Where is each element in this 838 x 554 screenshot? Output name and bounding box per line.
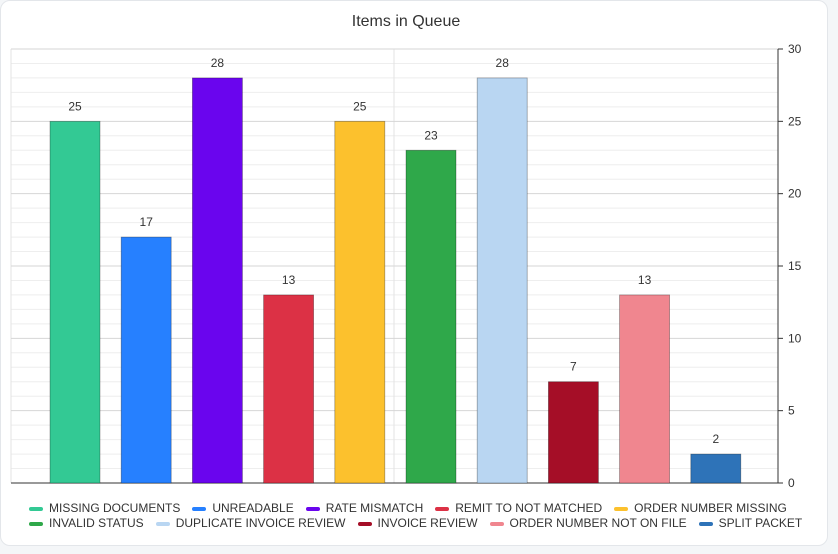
chart-card: Items in Queue 0 5 10 15 20 25 30 25 17 28 13 25 23 2… (0, 0, 828, 546)
y-tick-label: 10 (788, 331, 802, 345)
legend-label: RATE MISMATCH (325, 501, 424, 515)
legend-item[interactable]: INVOICE REVIEW (357, 516, 478, 531)
data-label: 25 (68, 99, 82, 113)
bar-duplicate-invoice-review (476, 77, 528, 484)
legend-row: INVALID STATUS DUPLICATE INVOICE REVIEW IN… (29, 516, 819, 531)
y-tick-label: 5 (788, 404, 795, 418)
bar-order-number-missing (334, 120, 386, 484)
legend-label: UNREADABLE (212, 501, 294, 515)
y-tick-label: 0 (788, 476, 795, 490)
legend-label: MISSING DOCUMENTS (49, 501, 181, 515)
legend-label: ORDER NUMBER MISSING (634, 501, 787, 515)
legend-swatch (435, 506, 450, 511)
legend-swatch (698, 521, 713, 526)
legend-row: MISSING DOCUMENTS UNREADABLE RATE MISMATCH… (29, 501, 819, 516)
data-label: 28 (211, 56, 225, 70)
legend-swatch (155, 521, 170, 526)
data-label: 7 (570, 360, 577, 374)
bar-missing-documents (49, 120, 101, 484)
data-label: 13 (638, 273, 652, 287)
legend-swatch (489, 521, 504, 526)
bar-chart: 0 5 10 15 20 25 30 25 17 28 13 25 23 28 7 13 2 (10, 42, 802, 490)
legend-swatch (29, 521, 43, 526)
data-label: 28 (496, 56, 510, 70)
bar-unreadable (120, 236, 172, 484)
chart-title: Items in Queue (351, 13, 461, 30)
y-tick-label: 15 (788, 259, 802, 273)
data-label: 23 (424, 128, 438, 142)
legend-item[interactable]: INVALID STATUS (29, 516, 144, 531)
legend-swatch (614, 506, 629, 511)
legend-item[interactable]: REMIT TO NOT MATCHED (435, 501, 602, 516)
legend-label: DUPLICATE INVOICE REVIEW (175, 516, 346, 530)
data-label: 17 (140, 215, 154, 229)
y-tick-label: 20 (788, 187, 802, 201)
bar-invalid-status (405, 149, 457, 484)
bar-split-packet (690, 453, 742, 484)
chart-legend: MISSING DOCUMENTS UNREADABLE RATE MISMATCH… (29, 501, 819, 531)
y-tick-label: 25 (788, 114, 802, 128)
legend-item[interactable]: DUPLICATE INVOICE REVIEW (155, 516, 346, 531)
y-tick-label: 30 (788, 42, 802, 56)
bar-invoice-review (548, 381, 599, 484)
legend-item[interactable]: ORDER NUMBER NOT ON FILE (489, 516, 687, 531)
data-label: 25 (353, 99, 367, 113)
legend-label: SPLIT PACKET (718, 516, 803, 530)
legend-label: INVALID STATUS (49, 516, 144, 530)
data-label: 2 (712, 432, 719, 446)
legend-label: INVOICE REVIEW (377, 516, 478, 530)
legend-swatch (357, 521, 372, 526)
legend-swatch (305, 506, 320, 511)
bar-order-number-not-on-file (619, 294, 670, 484)
data-label: 13 (282, 273, 296, 287)
bar-remit-to-not-matched (263, 294, 315, 484)
legend-item[interactable]: RATE MISMATCH (305, 501, 424, 516)
legend-swatch (192, 506, 207, 511)
legend-label: ORDER NUMBER NOT ON FILE (509, 516, 687, 530)
legend-swatch (29, 506, 43, 511)
legend-item[interactable]: SPLIT PACKET (698, 516, 803, 531)
bar-rate-mismatch (191, 77, 243, 484)
legend-item[interactable]: UNREADABLE (192, 501, 294, 516)
legend-item[interactable]: MISSING DOCUMENTS (29, 501, 180, 516)
legend-item[interactable]: ORDER NUMBER MISSING (614, 501, 787, 516)
legend-label: REMIT TO NOT MATCHED (455, 501, 603, 515)
